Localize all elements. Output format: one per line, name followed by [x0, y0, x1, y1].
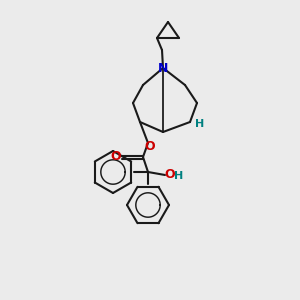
- Text: O: O: [165, 167, 175, 181]
- Text: O: O: [111, 151, 121, 164]
- Text: H: H: [195, 119, 205, 129]
- Text: O: O: [145, 140, 155, 154]
- Text: H: H: [174, 171, 184, 181]
- Text: N: N: [158, 61, 168, 74]
